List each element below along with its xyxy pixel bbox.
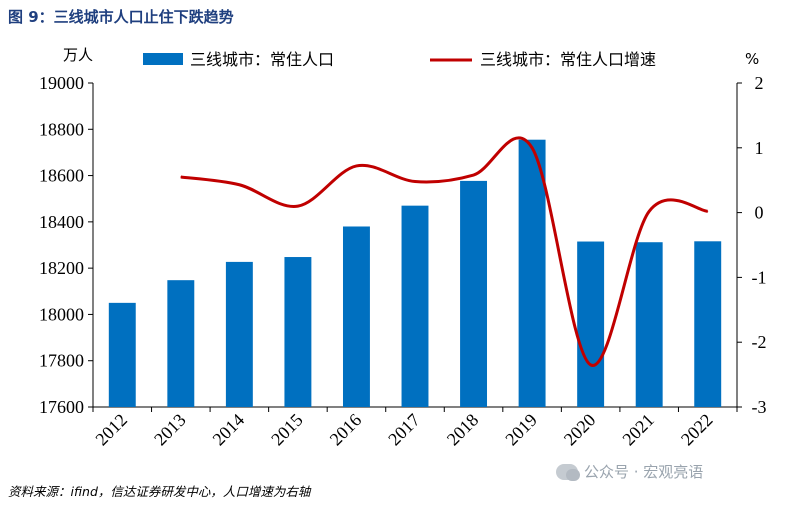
y-right-tick-label: 1: [755, 138, 764, 158]
y-right-tick-label: -2: [752, 332, 767, 352]
y-right-tick-label: -3: [752, 397, 767, 417]
growth-rate-line: [180, 136, 709, 367]
y-left-tick-label: 17600: [39, 397, 84, 417]
growth-rate-point: [707, 210, 709, 212]
figure-title: 图 9：三线城市人口止住下跌趋势: [8, 8, 234, 26]
y-right-tick-label: 2: [755, 73, 764, 93]
bar-2012: [108, 302, 136, 407]
y-left-tick-label: 19000: [39, 73, 84, 93]
growth-rate-point: [297, 205, 299, 207]
watermark: 公众号 · 宏观亮语: [556, 461, 703, 482]
y-left-tick-label: 18200: [39, 258, 84, 278]
x-tick-label: 2019: [501, 410, 541, 450]
x-tick-label: 2018: [443, 410, 483, 450]
bar-2021: [635, 242, 663, 407]
growth-rate-point: [590, 364, 592, 366]
growth-rate-point: [648, 210, 650, 212]
growth-rate-point: [414, 180, 416, 182]
bar-2018: [460, 180, 488, 407]
y-left-axis-label: 万人: [63, 46, 93, 64]
y-right-axis-label: %: [745, 50, 759, 68]
wechat-icon: [556, 463, 580, 481]
y-right-tick-label: 0: [755, 203, 764, 223]
growth-rate-point: [473, 174, 475, 176]
y-right-tick-label: -1: [752, 267, 767, 287]
legend-bar-label: 三线城市：常住人口: [190, 50, 334, 69]
x-tick-label: 2014: [209, 410, 249, 450]
bar-2020: [577, 241, 605, 407]
legend: 三线城市：常住人口 三线城市：常住人口增速: [143, 50, 656, 69]
x-tick-label: 2021: [618, 410, 658, 450]
legend-line-label: 三线城市：常住人口增速: [480, 50, 656, 69]
bar-2017: [401, 205, 429, 407]
bar-2019: [518, 139, 546, 407]
x-tick-label: 2013: [150, 410, 190, 450]
x-tick-label: 2017: [384, 410, 424, 450]
x-tick-label: 2016: [326, 410, 366, 450]
bar-2022: [694, 241, 722, 407]
x-tick-label: 2020: [560, 410, 600, 450]
x-tick-label: 2022: [677, 410, 717, 450]
growth-rate-point: [531, 147, 533, 149]
watermark-text: 公众号 · 宏观亮语: [584, 463, 704, 481]
x-tick-label: 2012: [92, 410, 132, 450]
source-note: 资料来源：ifind，信达证券研发中心，人口增速为右轴: [8, 484, 311, 499]
y-left-tick-label: 18000: [39, 304, 84, 324]
bar-2015: [284, 257, 312, 407]
y-left-tick-label: 18600: [39, 166, 84, 186]
y-left-tick-label: 18400: [39, 212, 84, 232]
line-series: [180, 136, 709, 367]
y-left-tick-label: 18800: [39, 119, 84, 139]
legend-bar-swatch: [143, 53, 183, 65]
y-left-tick-label: 17800: [39, 351, 84, 371]
bar-2016: [342, 226, 370, 407]
bar-2014: [225, 261, 253, 407]
growth-rate-point: [238, 184, 240, 186]
x-tick-label: 2015: [267, 410, 307, 450]
growth-rate-point: [355, 165, 357, 167]
bar-series: [108, 139, 722, 407]
bar-2013: [167, 280, 195, 407]
growth-rate-point: [180, 176, 182, 178]
